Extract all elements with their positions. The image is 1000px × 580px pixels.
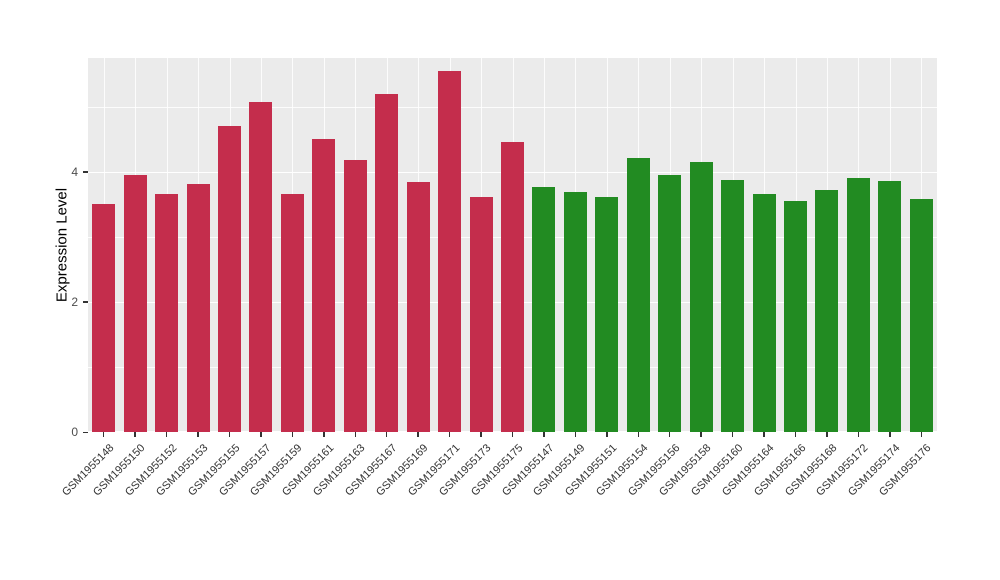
x-tick-mark [260,432,262,437]
bar [564,192,587,432]
y-tick-label: 2 [71,294,78,309]
bar [627,158,650,432]
bar [753,194,776,432]
bar [847,178,870,432]
bar [721,180,744,432]
bar [910,199,933,432]
bar [438,71,461,432]
x-tick-mark [574,432,577,437]
bar [344,160,367,432]
plot-panel [88,58,937,432]
x-tick-mark [354,432,357,437]
x-tick-mark [165,432,168,437]
x-tick-mark [197,432,199,437]
y-tick-mark [83,431,88,433]
x-tick-mark [606,432,608,437]
x-tick-mark [857,432,860,437]
bar [218,126,241,432]
x-tick-mark [228,432,231,437]
x-tick-mark [448,432,451,437]
x-tick-mark [889,432,891,437]
x-tick-mark [291,432,294,437]
bar [595,197,618,432]
x-tick-mark [920,432,923,437]
bar [815,190,838,432]
x-tick-mark [794,432,797,437]
x-tick-mark [511,432,514,437]
bar [155,194,178,432]
bar [784,201,807,432]
bar [878,181,901,432]
x-tick-mark [731,432,734,437]
y-axis-label: Expression Level [53,187,71,303]
bar [407,182,430,432]
x-tick-mark [700,432,702,437]
x-tick-mark [385,432,388,437]
y-tick-label: 4 [71,164,78,179]
bar [501,142,524,432]
bar [658,175,681,432]
x-tick-mark [668,432,671,437]
x-tick-mark [102,432,105,437]
bar [312,139,335,432]
x-tick-mark [763,432,765,437]
bar [92,204,115,432]
x-tick-mark [637,432,640,437]
bar [281,194,304,432]
bar [690,162,713,432]
x-tick-mark [417,432,419,437]
x-tick-mark [826,432,828,437]
x-tick-mark [134,432,136,437]
bar [187,184,210,432]
bar [375,94,398,432]
y-tick-mark [83,171,88,173]
y-tick-mark [83,301,88,303]
y-tick-label: 0 [71,425,78,439]
x-tick-mark [323,432,325,437]
bar [124,175,147,432]
x-tick-mark [480,432,482,437]
x-tick-mark [543,432,545,437]
bar [532,187,555,432]
bar [470,197,493,432]
bar [249,102,272,432]
